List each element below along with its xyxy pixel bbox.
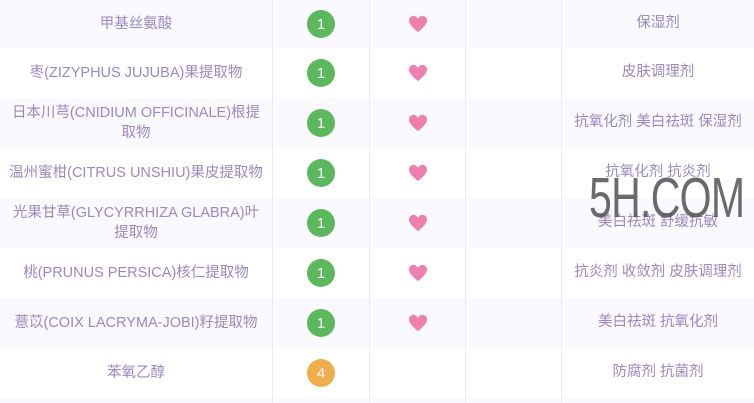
favorite-cell [370, 148, 466, 198]
table-row: 光果甘草(GLYCYRRHIZA GLABRA)叶提取物 1 美白祛斑 舒缓抗敏 [0, 198, 754, 248]
ingredient-functions-label: 美白祛斑 抗氧化剂 [597, 314, 719, 331]
ingredient-name: 苯氧乙醇 [0, 348, 273, 398]
ingredient-functions-label: 抗炎剂 收敛剂 皮肤调理剂 [574, 264, 742, 281]
ingredient-name-label: 甲基丝氨酸 [99, 15, 173, 32]
safety-rating-cell: 1 [273, 98, 370, 148]
empty-cell [466, 0, 562, 48]
ingredient-functions-label: 美白祛斑 舒缓抗敏 [597, 214, 719, 231]
empty-cell [466, 48, 562, 98]
ingredient-name-label: 薏苡(COIX LACRYMA-JOBI)籽提取物 [14, 314, 258, 331]
safety-rating-cell: 1 [273, 248, 370, 298]
ingredient-name-label: 日本川芎(CNIDIUM OFFICINALE)根提取物 [11, 104, 261, 141]
safety-rating-badge: 1 [307, 209, 335, 237]
empty-cell [466, 248, 562, 298]
table-row: 枣(ZIZYPHUS JUJUBA)果提取物 1 皮肤调理剂 [0, 48, 754, 98]
ingredient-functions: 美白祛斑 舒缓抗敏 [562, 198, 754, 248]
ingredient-name-label: 光果甘草(GLYCYRRHIZA GLABRA)叶提取物 [12, 204, 260, 241]
ingredient-name-label: 枣(ZIZYPHUS JUJUBA)果提取物 [29, 64, 243, 81]
ingredient-functions-label: 保湿剂 [636, 15, 680, 32]
table-row: 日本川芎(CNIDIUM OFFICINALE)根提取物 1 抗氧化剂 美白祛斑… [0, 98, 754, 148]
safety-rating-cell: 1 [273, 48, 370, 98]
table-row: 苯氧乙醇 4 防腐剂 抗菌剂 [0, 348, 754, 398]
safety-rating-badge: 1 [307, 59, 335, 87]
ingredient-functions-label: 防腐剂 抗菌剂 [612, 364, 704, 381]
table-row: 薏苡(COIX LACRYMA-JOBI)籽提取物 1 美白祛斑 抗氧化剂 [0, 298, 754, 348]
empty-cell [466, 198, 562, 248]
empty-cell [466, 98, 562, 148]
next-row-partial [0, 398, 754, 403]
heart-icon[interactable] [408, 114, 428, 132]
heart-icon[interactable] [408, 214, 428, 232]
safety-rating-badge: 1 [307, 109, 335, 137]
ingredient-name: 日本川芎(CNIDIUM OFFICINALE)根提取物 [0, 98, 273, 148]
ingredient-functions-label: 皮肤调理剂 [621, 64, 695, 81]
ingredient-name: 薏苡(COIX LACRYMA-JOBI)籽提取物 [0, 298, 273, 348]
ingredient-name-label: 桃(PRUNUS PERSICA)核仁提取物 [23, 264, 249, 281]
safety-rating-badge: 1 [307, 10, 335, 38]
ingredient-name: 甲基丝氨酸 [0, 0, 273, 48]
safety-rating-badge: 1 [307, 259, 335, 287]
safety-rating-badge: 4 [307, 359, 335, 387]
ingredient-functions: 美白祛斑 抗氧化剂 [562, 298, 754, 348]
ingredient-name: 桃(PRUNUS PERSICA)核仁提取物 [0, 248, 273, 298]
favorite-cell [370, 298, 466, 348]
ingredient-functions: 抗炎剂 收敛剂 皮肤调理剂 [562, 248, 754, 298]
favorite-cell [370, 348, 466, 398]
ingredient-functions: 抗氧化剂 美白祛斑 保湿剂 [562, 98, 754, 148]
safety-rating-cell: 1 [273, 148, 370, 198]
ingredient-functions-label: 抗氧化剂 美白祛斑 保湿剂 [574, 114, 742, 131]
safety-rating-badge: 1 [307, 159, 335, 187]
heart-icon[interactable] [408, 15, 428, 33]
table-row: 甲基丝氨酸 1 保湿剂 [0, 0, 754, 48]
heart-icon[interactable] [408, 64, 428, 82]
favorite-cell [370, 98, 466, 148]
table-row: 桃(PRUNUS PERSICA)核仁提取物 1 抗炎剂 收敛剂 皮肤调理剂 [0, 248, 754, 298]
favorite-cell [370, 48, 466, 98]
heart-icon[interactable] [408, 314, 428, 332]
favorite-cell [370, 248, 466, 298]
heart-icon[interactable] [408, 164, 428, 182]
favorite-cell [370, 0, 466, 48]
ingredient-functions: 保湿剂 [562, 0, 754, 48]
favorite-cell [370, 198, 466, 248]
ingredient-functions: 抗氧化剂 抗炎剂 [562, 148, 754, 198]
ingredient-name-label: 温州蜜柑(CITRUS UNSHIU)果皮提取物 [9, 164, 263, 181]
empty-cell [466, 148, 562, 198]
ingredient-functions: 防腐剂 抗菌剂 [562, 348, 754, 398]
safety-rating-cell: 1 [273, 0, 370, 48]
heart-icon[interactable] [408, 264, 428, 282]
ingredient-name-label: 苯氧乙醇 [107, 364, 165, 381]
ingredient-name: 光果甘草(GLYCYRRHIZA GLABRA)叶提取物 [0, 198, 273, 248]
safety-rating-badge: 1 [307, 309, 335, 337]
safety-rating-cell: 1 [273, 198, 370, 248]
safety-rating-cell: 4 [273, 348, 370, 398]
ingredient-name: 枣(ZIZYPHUS JUJUBA)果提取物 [0, 48, 273, 98]
ingredient-name: 温州蜜柑(CITRUS UNSHIU)果皮提取物 [0, 148, 273, 198]
ingredient-functions-label: 抗氧化剂 抗炎剂 [605, 164, 711, 181]
empty-cell [466, 348, 562, 398]
empty-cell [466, 298, 562, 348]
safety-rating-cell: 1 [273, 298, 370, 348]
table-row: 温州蜜柑(CITRUS UNSHIU)果皮提取物 1 抗氧化剂 抗炎剂 [0, 148, 754, 198]
ingredient-functions: 皮肤调理剂 [562, 48, 754, 98]
